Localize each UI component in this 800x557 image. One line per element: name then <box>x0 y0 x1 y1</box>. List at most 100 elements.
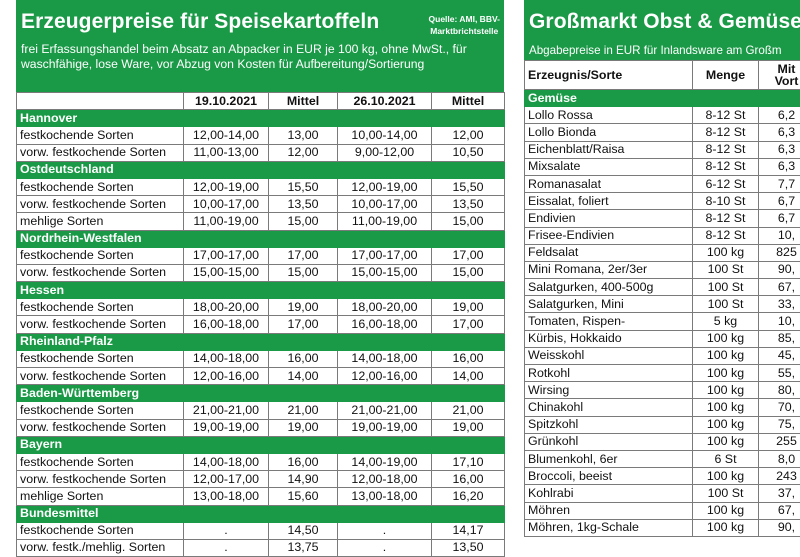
product-cell: Grünkohl <box>525 433 693 450</box>
source-note: Quelle: AMI, BBV- Marktbrichtstelle <box>429 13 500 37</box>
region-header-row: Hessen <box>17 282 505 299</box>
price-cell: 11,00-19,00 <box>338 213 432 230</box>
price-cell: 11,00-19,00 <box>184 213 269 230</box>
price-cell: 17,00 <box>432 247 505 264</box>
variety-cell: festkochende Sorten <box>17 522 184 539</box>
product-cell: Tomaten, Rispen- <box>525 313 693 330</box>
panel-title: Erzeugerpreise für Speisekartoffeln <box>21 10 379 34</box>
price-cell: 13,00-18,00 <box>184 488 269 505</box>
price-cell: 10, <box>759 313 800 330</box>
price-cell: 12,00-16,00 <box>338 368 432 385</box>
variety-cell: vorw. festkochende Sorten <box>17 368 184 385</box>
product-cell: Weisskohl <box>525 347 693 364</box>
product-cell: Blumenkohl, 6er <box>525 450 693 467</box>
price-cell: 255 <box>759 433 800 450</box>
price-cell: 10,00-17,00 <box>184 196 269 213</box>
region-header-row: Nordrhein-Westfalen <box>17 230 505 247</box>
price-cell: 55, <box>759 365 800 382</box>
variety-cell: mehlige Sorten <box>17 213 184 230</box>
price-cell: 10,50 <box>432 144 505 161</box>
quantity-cell: 100 kg <box>693 416 759 433</box>
region-name: Nordrhein-Westfalen <box>17 230 505 247</box>
column-header: Mit Vort <box>759 61 800 90</box>
variety-cell: vorw. festk./mehlig. Sorten <box>17 539 184 556</box>
price-cell: 15,00 <box>432 264 505 281</box>
price-cell: 21,00 <box>432 402 505 419</box>
producer-prices-table: 19.10.2021 Mittel 26.10.2021 Mittel Hann… <box>16 92 505 557</box>
product-cell: Kürbis, Hokkaido <box>525 330 693 347</box>
quantity-cell: 100 St <box>693 261 759 278</box>
price-cell: . <box>184 522 269 539</box>
price-cell: 15,00-15,00 <box>338 264 432 281</box>
product-cell: Romanasalat <box>525 175 693 192</box>
region-name: Ostdeutschland <box>17 161 505 178</box>
price-cell: 13,50 <box>432 196 505 213</box>
table-row: festkochende Sorten.14,50.14,17 <box>17 522 505 539</box>
price-cell: 12,00-16,00 <box>184 368 269 385</box>
price-cell: 70, <box>759 399 800 416</box>
price-cell: 19,00-19,00 <box>338 419 432 436</box>
quantity-cell: 100 St <box>693 279 759 296</box>
price-cell: 17,10 <box>432 453 505 470</box>
column-header: Mittel <box>269 93 338 110</box>
product-cell: Endivien <box>525 210 693 227</box>
price-cell: 16,00 <box>269 453 338 470</box>
header-row: 19.10.2021 Mittel 26.10.2021 Mittel <box>17 93 505 110</box>
quantity-cell: 100 kg <box>693 365 759 382</box>
price-cell: 10, <box>759 227 800 244</box>
region-header-row: Bayern <box>17 436 505 453</box>
price-cell: 16,00-18,00 <box>184 316 269 333</box>
price-cell: 14,00 <box>432 368 505 385</box>
product-cell: Kohlrabi <box>525 485 693 502</box>
quantity-cell: 100 kg <box>693 330 759 347</box>
price-cell: 12,00 <box>269 144 338 161</box>
price-cell: 14,00-19,00 <box>338 453 432 470</box>
price-cell: 17,00-17,00 <box>184 247 269 264</box>
price-cell: 825 <box>759 244 800 261</box>
region-header-row: Hannover <box>17 110 505 127</box>
price-cell: 9,00-12,00 <box>338 144 432 161</box>
variety-cell: festkochende Sorten <box>17 127 184 144</box>
quantity-cell: 100 kg <box>693 399 759 416</box>
product-cell: Mini Romana, 2er/3er <box>525 261 693 278</box>
price-cell: 14,90 <box>269 471 338 488</box>
price-cell: 15,60 <box>269 488 338 505</box>
region-name: Bundesmittel <box>17 505 505 522</box>
price-cell: 17,00 <box>269 247 338 264</box>
wholesale-market-panel: Großmarkt Obst & Gemüse Abgabepreise in … <box>524 0 800 60</box>
product-cell: Spitzkohl <box>525 416 693 433</box>
product-cell: Feldsalat <box>525 244 693 261</box>
product-cell: Eissalat, foliert <box>525 193 693 210</box>
price-cell: 243 <box>759 468 800 485</box>
price-cell: 15,00 <box>432 213 505 230</box>
price-cell: 16,00 <box>432 471 505 488</box>
variety-cell: festkochende Sorten <box>17 350 184 367</box>
quantity-cell: 100 kg <box>693 502 759 519</box>
price-cell: 12,00-18,00 <box>338 471 432 488</box>
quantity-cell: 8-12 St <box>693 141 759 158</box>
price-cell: 17,00 <box>269 316 338 333</box>
product-cell: Salatgurken, Mini <box>525 296 693 313</box>
price-cell: 18,00-20,00 <box>184 299 269 316</box>
quantity-cell: 8-12 St <box>693 210 759 227</box>
price-cell: 7,7 <box>759 175 800 192</box>
region-header-row: Bundesmittel <box>17 505 505 522</box>
variety-cell: vorw. festkochende Sorten <box>17 264 184 281</box>
price-cell: 21,00-21,00 <box>184 402 269 419</box>
price-cell: 10,00-17,00 <box>338 196 432 213</box>
